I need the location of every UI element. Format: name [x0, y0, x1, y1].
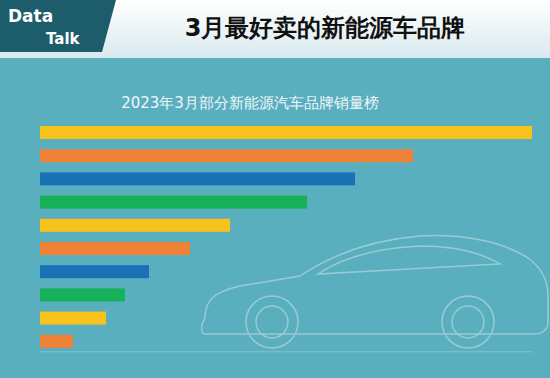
background — [0, 0, 550, 378]
bar — [40, 288, 125, 301]
car-wheel — [246, 296, 298, 348]
car-window — [318, 246, 500, 274]
car-wheel — [442, 296, 494, 348]
badge-corner — [102, 0, 116, 52]
bar — [40, 312, 106, 325]
x-axis-line — [40, 351, 532, 352]
badge — [0, 0, 102, 52]
subtitle: 2023年3月部分新能源汽车品牌销量榜 — [121, 94, 379, 112]
bar — [40, 242, 190, 255]
car-outline — [202, 236, 548, 348]
car-body — [202, 236, 548, 334]
badge-text: Talk — [46, 30, 81, 48]
car-wheel — [452, 306, 484, 338]
bar — [40, 219, 230, 232]
title: 3月最好卖的新能源车品牌 — [185, 14, 466, 42]
bar — [40, 149, 413, 162]
bar — [40, 196, 307, 209]
bar — [40, 126, 532, 139]
badge-text: Data — [8, 6, 53, 26]
bars — [40, 126, 532, 348]
bar — [40, 265, 149, 278]
header-band — [0, 0, 550, 58]
car-wheel — [256, 306, 288, 338]
bar — [40, 172, 355, 185]
bar — [40, 335, 73, 348]
